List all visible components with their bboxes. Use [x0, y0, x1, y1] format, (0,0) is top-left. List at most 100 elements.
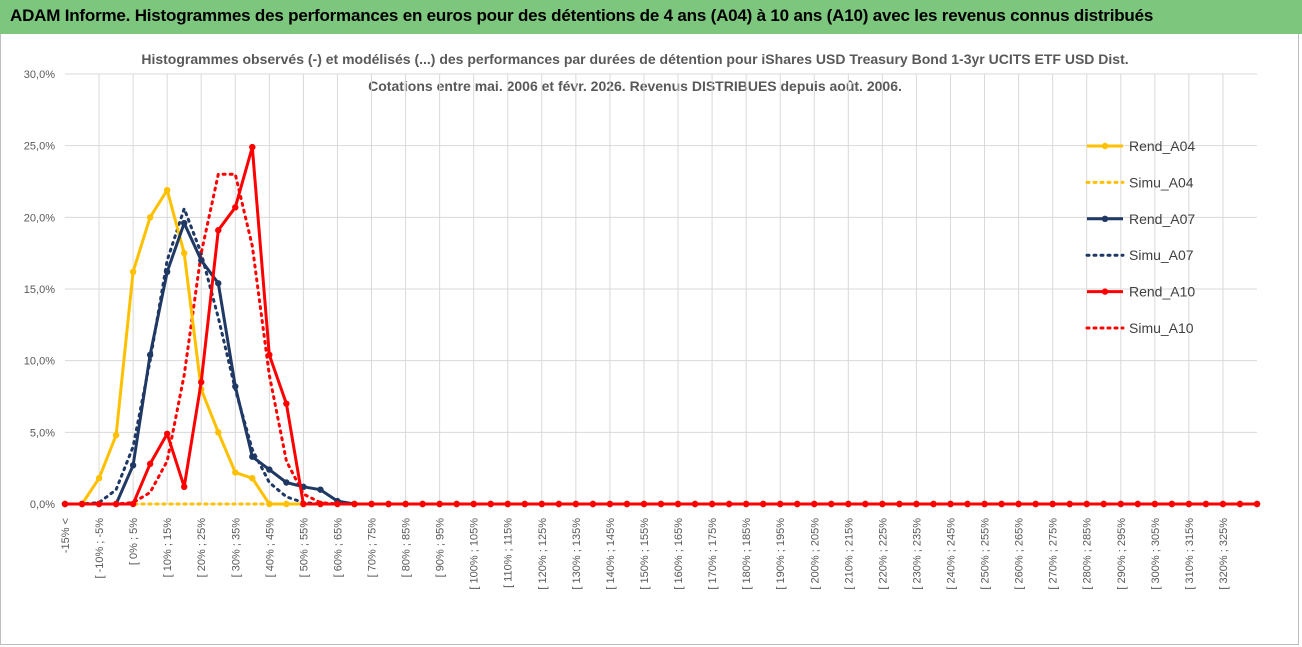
data-point	[794, 500, 801, 508]
x-tick-label: [ 300% ; 305%	[1150, 518, 1162, 590]
legend-label: Rend_A10	[1129, 284, 1195, 300]
data-point	[657, 500, 665, 508]
x-tick-label: [ 100% ; 105%	[469, 518, 481, 590]
x-tick-label: [ 210% ; 215%	[843, 518, 855, 590]
data-point	[1219, 500, 1227, 508]
x-tick-label: [ 200% ; 205%	[809, 518, 821, 590]
x-tick-label: [ 150% ; 155%	[639, 518, 651, 590]
series-line-simu_a07	[63, 207, 1259, 506]
data-point	[129, 500, 137, 508]
data-point	[555, 500, 563, 508]
x-tick-label: [ 0% ; 5%	[128, 518, 140, 565]
data-point	[266, 351, 273, 359]
data-point	[112, 500, 120, 508]
plot-area	[61, 143, 1261, 508]
series-line-rend_a04	[65, 188, 1257, 506]
data-point	[845, 500, 852, 508]
data-point	[896, 500, 903, 508]
data-point	[1134, 500, 1142, 508]
data-point	[742, 500, 750, 508]
x-tick-label: [ 160% ; 165%	[673, 518, 685, 590]
data-point	[95, 500, 103, 508]
x-tick-label: [ 190% ; 195%	[775, 518, 787, 590]
data-point	[146, 214, 154, 221]
data-point	[163, 268, 171, 275]
data-point	[640, 500, 648, 508]
legend-label: Simu_A10	[1129, 320, 1194, 336]
grid	[65, 73, 1257, 505]
data-point	[198, 257, 205, 264]
data-point	[61, 500, 69, 508]
x-tick-label: [ 250% ; 255%	[980, 518, 992, 590]
x-tick-label: [ 170% ; 175%	[707, 518, 719, 590]
x-tick-label: [ 180% ; 185%	[741, 518, 753, 590]
data-point	[249, 475, 256, 482]
legend: Rend_A04 Simu_A04 Rend_A07 Simu_A07 Rend_A10…	[1085, 138, 1195, 336]
data-point	[1168, 500, 1176, 508]
data-point	[112, 432, 120, 439]
legend-marker	[1101, 215, 1109, 222]
data-point	[368, 500, 375, 508]
data-point	[283, 479, 290, 486]
data-point	[606, 500, 614, 508]
legend-label: Simu_A04	[1129, 174, 1194, 190]
x-tick-label: [ 320% ; 325%	[1218, 518, 1230, 590]
series-line-simu_a10	[63, 172, 1259, 506]
chart-subtitle: Cotations entre mai. 2006 et févr. 2026.…	[368, 78, 902, 94]
data-point	[78, 500, 86, 508]
x-tick-label: [ 260% ; 265%	[1014, 518, 1026, 590]
data-point	[759, 500, 767, 508]
y-tick-label: 15,0%	[24, 284, 55, 296]
x-tick-label: [ 310% ; 315%	[1184, 518, 1196, 590]
data-point	[623, 500, 631, 508]
y-tick-label: 5,0%	[30, 427, 55, 439]
data-point	[95, 475, 103, 482]
data-point	[215, 227, 222, 234]
banner-title: ADAM Informe. Histogrammes des performan…	[10, 6, 1154, 25]
data-point	[1151, 500, 1159, 508]
data-point	[283, 400, 290, 407]
data-point	[334, 500, 341, 508]
data-point	[163, 186, 171, 194]
data-point	[181, 249, 188, 257]
x-tick-label: [ 240% ; 245%	[945, 518, 957, 590]
data-point	[436, 500, 443, 508]
x-tick-label: [ 20% ; 25%	[196, 518, 208, 578]
series-line-rend_a10	[65, 145, 1257, 506]
data-point	[146, 460, 154, 468]
data-point	[419, 500, 426, 508]
x-tick-label: [ 290% ; 295%	[1116, 518, 1128, 590]
data-point	[198, 378, 205, 386]
data-point	[1236, 500, 1244, 508]
x-tick-label: [ 40% ; 45%	[264, 518, 276, 578]
data-point	[521, 500, 528, 508]
data-point	[708, 500, 716, 508]
data-point	[572, 500, 580, 508]
legend-marker	[1101, 288, 1109, 295]
data-point	[146, 351, 154, 359]
data-point	[1066, 500, 1073, 508]
data-point	[1032, 500, 1039, 508]
x-tick-label: [ -10% ; -5%	[94, 518, 106, 579]
chart-frame	[0, 34, 1299, 645]
x-tick-label: [ 50% ; 55%	[298, 518, 310, 578]
x-tick-label: [ 220% ; 225%	[877, 518, 889, 590]
x-tick-label: [ 10% ; 15%	[162, 518, 174, 578]
data-point	[862, 500, 869, 508]
data-point	[385, 500, 392, 508]
data-point	[249, 143, 256, 151]
x-tick-label: [ 280% ; 285%	[1082, 518, 1094, 590]
legend-label: Simu_A07	[1129, 247, 1194, 263]
data-point	[811, 500, 818, 508]
data-point	[964, 500, 971, 508]
data-point	[947, 500, 954, 508]
title-banner: ADAM Informe. Histogrammes des performan…	[0, 0, 1302, 34]
x-tick-label: [ 130% ; 135%	[571, 518, 583, 590]
data-point	[691, 500, 699, 508]
legend-marker	[1101, 142, 1109, 150]
y-tick-label: 10,0%	[24, 356, 55, 368]
data-point	[402, 500, 409, 508]
data-point	[913, 500, 920, 508]
data-point	[998, 500, 1005, 508]
data-point	[1117, 500, 1124, 508]
